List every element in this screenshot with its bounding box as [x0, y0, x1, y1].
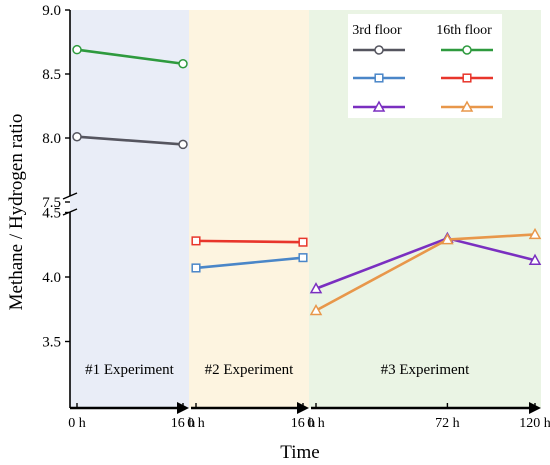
data-point	[72, 44, 82, 55]
series-line	[76, 48, 184, 66]
y-tick-label: 8.5	[42, 67, 61, 83]
series-line	[195, 256, 304, 270]
legend-marker	[460, 100, 474, 112]
data-point	[528, 253, 542, 265]
legend-header: 16th floor	[436, 23, 492, 38]
data-point	[191, 236, 201, 246]
legend-marker	[374, 45, 384, 55]
legend-marker	[374, 73, 384, 83]
x-tick-label: 0 h	[68, 416, 86, 431]
experiment-label: #3 Experiment	[381, 362, 471, 378]
data-point	[309, 282, 323, 294]
axes: 7.58.08.59.03.54.04.50 h 16 h0 h 16 h0 h 72…	[42, 3, 550, 431]
series-line	[195, 239, 304, 244]
x-tick-label: 72 h	[435, 416, 460, 431]
y-tick-label: 9.0	[42, 3, 61, 19]
panel-background	[70, 10, 189, 408]
x-tick-label: 120 h	[519, 416, 550, 431]
data-series: #1 Experiment #2 Experiment #3 Experiment	[72, 44, 542, 378]
panel-background	[189, 10, 309, 408]
y-tick-label: 4.0	[42, 270, 61, 286]
y-tick-label: 8.0	[42, 131, 61, 147]
legend-header: 3rd floor	[352, 23, 402, 38]
data-point	[528, 227, 542, 240]
series-line	[76, 135, 184, 146]
y-tick-label: 3.5	[42, 335, 61, 351]
y-axis-label: Methane / Hydrogen ratio	[6, 114, 27, 311]
legend-marker	[372, 100, 386, 112]
x-tick-label: 0 h	[187, 416, 205, 431]
experiment-label: #2 Experiment	[205, 362, 295, 378]
data-point	[309, 303, 323, 316]
y-tick-label: 7.5	[42, 195, 61, 211]
legend: 3rd floor 16th floor	[348, 14, 502, 118]
x-tick-label: 16 h	[171, 416, 196, 431]
data-point	[72, 131, 82, 142]
data-point	[441, 233, 454, 245]
data-point	[178, 59, 188, 69]
panel-backgrounds	[70, 10, 541, 408]
x-tick-label: 0 h	[307, 416, 325, 431]
legend-marker	[462, 45, 472, 55]
legend-box	[348, 14, 502, 118]
data-point	[178, 139, 188, 150]
data-point	[298, 253, 308, 263]
x-tick-label: 16 h	[291, 416, 316, 431]
y-tick-label: 4.5	[42, 206, 61, 222]
axis-break-mark	[62, 192, 78, 200]
experiment-label: #1 Experiment	[85, 362, 175, 378]
data-point	[191, 263, 201, 273]
legend-marker	[462, 73, 472, 83]
x-axis-label: Time	[280, 442, 319, 463]
data-point	[298, 237, 308, 247]
